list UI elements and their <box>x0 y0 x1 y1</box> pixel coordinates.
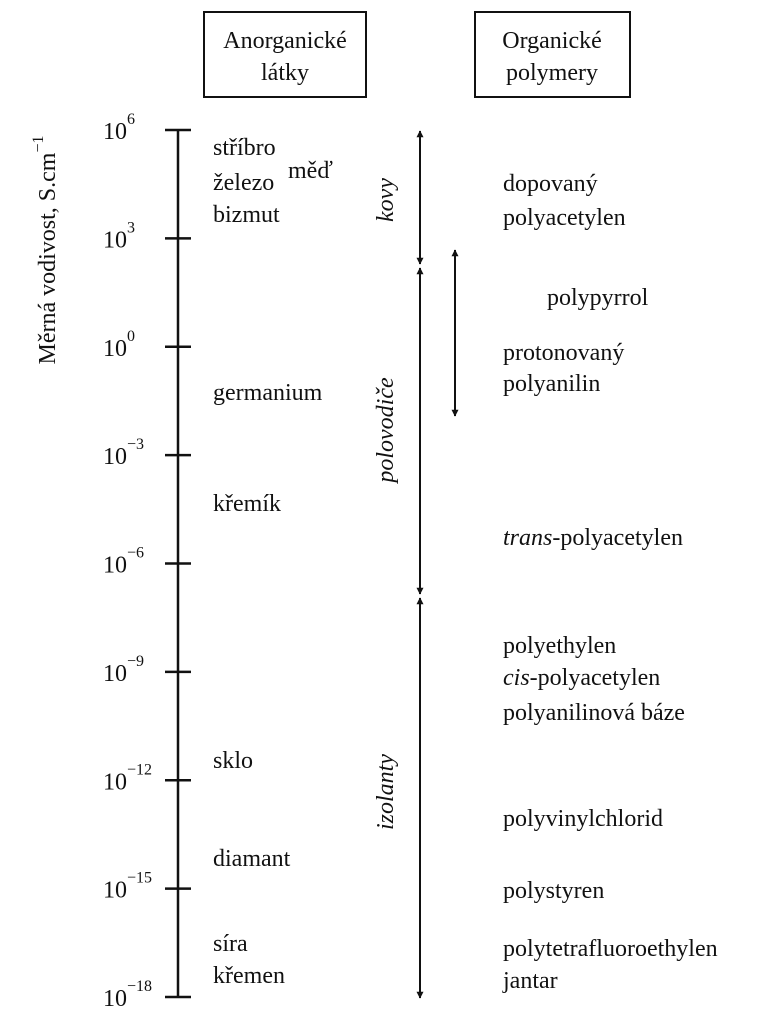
header-box <box>203 11 367 98</box>
polymer-italic: trans <box>503 525 552 551</box>
tick-label: 103 <box>103 219 135 253</box>
tick-label: 10−9 <box>103 653 144 687</box>
tick-base: 10 <box>103 227 127 253</box>
tick-exp: 6 <box>127 111 135 128</box>
material: síra <box>213 931 248 957</box>
tick-label: 10−15 <box>103 870 152 904</box>
material: křemík <box>213 491 281 517</box>
header: Anorganické <box>223 28 347 54</box>
tick-base: 10 <box>103 553 127 579</box>
header: Organické <box>502 28 602 54</box>
tick-label: 10−12 <box>103 761 152 795</box>
polymer: polyanilinová báze <box>503 700 685 726</box>
tick-label: 10−3 <box>103 436 144 470</box>
range-label: polovodiče <box>373 377 399 485</box>
polymer: polyanilin <box>503 371 600 397</box>
tick-base: 10 <box>103 661 127 687</box>
polymer: trans-polyacetylen <box>503 525 683 551</box>
polymer-rest: -polyacetylen <box>530 665 661 691</box>
tick-base: 10 <box>103 878 127 904</box>
material: germanium <box>213 380 323 406</box>
material: měď <box>288 158 333 184</box>
tick-base: 10 <box>103 119 127 145</box>
polymer-italic: cis <box>503 665 530 691</box>
material: bizmut <box>213 202 280 228</box>
polymer: protonovaný <box>503 340 624 366</box>
polymer: cis-polyacetylen <box>503 665 660 691</box>
tick-base: 10 <box>103 769 127 795</box>
tick-exp: −9 <box>127 653 144 670</box>
tick-exp: −18 <box>127 978 152 995</box>
tick-label: 106 <box>103 111 135 145</box>
tick-exp: 3 <box>127 219 135 236</box>
polymer: jantar <box>502 968 558 994</box>
tick-base: 10 <box>103 986 127 1010</box>
tick-exp: −15 <box>127 870 152 887</box>
range-label: kovy <box>373 178 399 222</box>
material: diamant <box>213 846 291 872</box>
tick-label: 10−6 <box>103 545 144 579</box>
polymer: polytetrafluoroethylen <box>503 936 718 962</box>
polymer-rest: -polyacetylen <box>552 525 683 551</box>
material: sklo <box>213 748 253 774</box>
tick-base: 10 <box>103 336 127 362</box>
range-label: izolanty <box>373 754 399 830</box>
tick-exp: 0 <box>127 328 135 345</box>
polymer: polyvinylchlorid <box>503 806 663 832</box>
header-box <box>474 11 631 98</box>
polymer: polyethylen <box>503 633 616 659</box>
header: látky <box>261 60 309 86</box>
axis-label: Měrná vodivost, S.cm−1 <box>30 135 61 364</box>
header: polymery <box>506 60 598 86</box>
material: křemen <box>213 963 285 989</box>
tick-exp: −12 <box>127 761 152 778</box>
material: železo <box>213 170 274 196</box>
polymer: polypyrrol <box>547 285 649 311</box>
axis-label-exp: −1 <box>30 135 47 152</box>
material: stříbro <box>213 135 276 161</box>
polymer: dopovaný <box>503 171 598 197</box>
tick-label: 100 <box>103 328 135 362</box>
tick-base: 10 <box>103 444 127 470</box>
axis-label-text: Měrná vodivost, S.cm <box>35 152 61 364</box>
polymer: polyacetylen <box>503 205 626 231</box>
tick-label: 10−18 <box>103 978 152 1010</box>
tick-exp: −3 <box>127 436 144 453</box>
polymer: polystyren <box>503 878 604 904</box>
tick-exp: −6 <box>127 545 144 562</box>
